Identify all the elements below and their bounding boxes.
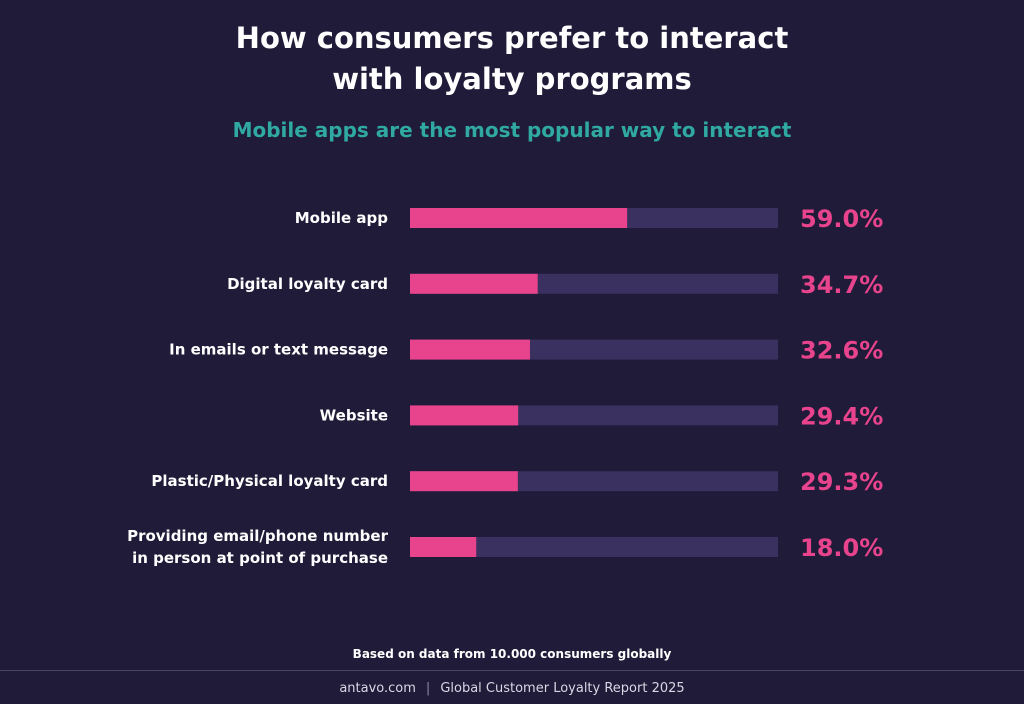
value-label: 34.7% — [800, 271, 883, 299]
bar — [410, 273, 538, 294]
chart-title: How consumers prefer to interact with lo… — [0, 18, 1024, 100]
value-label: 32.6% — [800, 337, 883, 365]
footnote: Based on data from 10.000 consumers glob… — [352, 647, 672, 661]
bar-row: Providing email/phone number in person at… — [127, 527, 883, 567]
value-label: 18.0% — [800, 534, 883, 562]
bar — [410, 208, 628, 228]
bar — [410, 471, 518, 492]
category-label: Website — [320, 406, 388, 424]
category-label: Providing email/phone number in person at… — [127, 527, 389, 567]
bar-row: Digital loyalty card 34.7% — [227, 271, 883, 299]
category-label: Digital loyalty card — [227, 275, 388, 293]
bar-row: Mobile app 59.0% — [295, 205, 884, 233]
bar — [410, 339, 530, 360]
chart-subtitle: Mobile apps are the most popular way to … — [232, 118, 792, 142]
chart-title-line-2: with loyalty programs — [332, 62, 692, 96]
bar — [410, 405, 519, 426]
bar-row: Plastic/Physical loyalty card 29.3% — [151, 468, 883, 496]
category-label-line: Mobile app — [295, 209, 389, 227]
source-separator: | — [425, 681, 431, 696]
bar-chart: Mobile app 59.0% Digital loyalty card 34.7%… — [127, 205, 884, 567]
category-label: Plastic/Physical loyalty card — [151, 472, 388, 490]
source-report: Global Customer Loyalty Report 2025 — [440, 681, 685, 696]
source-line: antavo.com | Global Customer Loyalty Repor… — [0, 680, 1024, 698]
category-label-line: Providing email/phone number — [127, 527, 389, 545]
category-label: In emails or text message — [169, 341, 388, 359]
value-label: 59.0% — [800, 205, 883, 233]
category-label: Mobile app — [295, 209, 389, 227]
footer-divider — [0, 670, 1024, 671]
bar-track — [410, 537, 778, 557]
value-label: 29.3% — [800, 468, 883, 496]
bar-row: In emails or text message 32.6% — [169, 337, 883, 365]
category-label-line: Plastic/Physical loyalty card — [151, 472, 388, 490]
category-label-line: in person at point of purchase — [132, 549, 388, 567]
category-label-line: Website — [320, 406, 388, 424]
category-label-line: Digital loyalty card — [227, 275, 388, 293]
value-label: 29.4% — [800, 402, 883, 430]
source-site: antavo.com — [339, 681, 416, 696]
bar-row: Website 29.4% — [320, 402, 884, 430]
category-label-line: In emails or text message — [169, 341, 388, 359]
chart-title-line-1: How consumers prefer to interact — [235, 21, 789, 55]
bar — [410, 537, 477, 557]
